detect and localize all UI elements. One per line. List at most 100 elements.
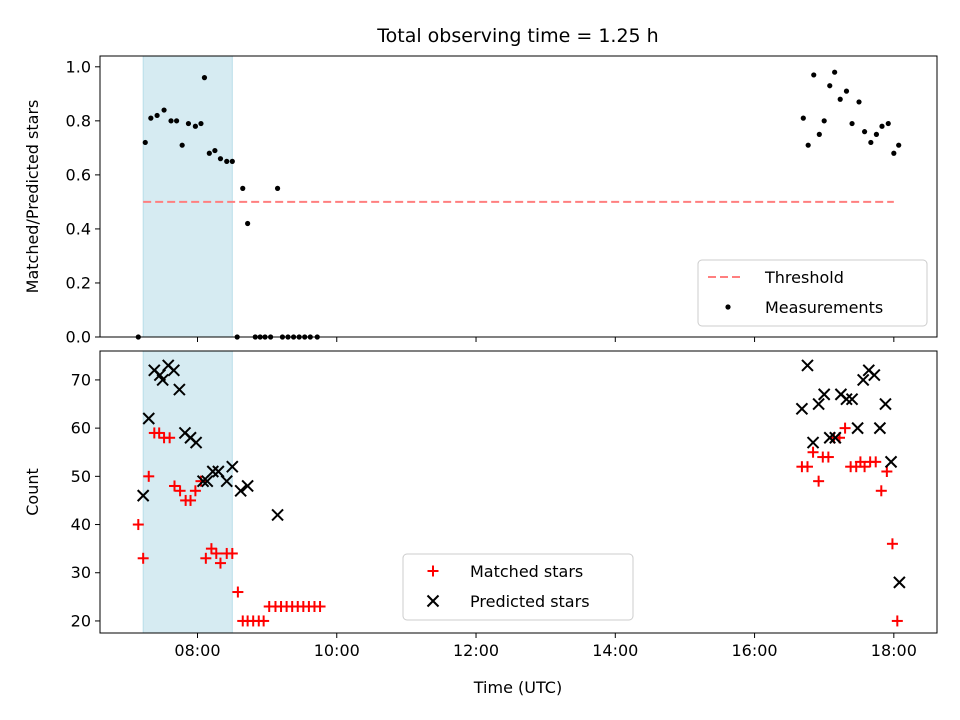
measurements-point	[811, 72, 817, 78]
predicted-stars-point	[801, 359, 814, 372]
x-tick-label: 10:00	[314, 641, 360, 660]
matched-stars-point	[807, 446, 819, 458]
y-tick-label: 30	[71, 563, 91, 582]
predicted-stars-point	[873, 421, 887, 435]
measurements-point	[885, 120, 891, 127]
y-tick-label: 60	[71, 419, 91, 438]
legend-label-predicted-stars: Predicted stars	[470, 592, 590, 611]
observing-window-span-bottom	[142, 350, 233, 634]
ratio-legend: Threshold Measurements	[697, 259, 928, 327]
legend-box	[697, 259, 928, 327]
matched-stars-point	[164, 432, 176, 444]
measurements-point	[856, 99, 862, 105]
measurements-point	[800, 115, 806, 121]
predicted-stars-point	[795, 402, 809, 416]
predicted-stars-point	[234, 484, 247, 498]
measurements-point	[179, 142, 185, 148]
count-legend: Matched stars Predicted stars	[402, 553, 634, 621]
ratio-series-group	[135, 69, 902, 340]
legend-label-threshold: Threshold	[764, 268, 844, 287]
predicted-stars-point	[840, 392, 853, 406]
matched-stars-point	[875, 485, 887, 497]
matched-stars-point	[232, 586, 244, 598]
y-tick-label: 20	[71, 611, 91, 630]
measurements-point	[201, 75, 208, 81]
y-tick-label: 0.6	[66, 165, 91, 184]
measurements-point	[821, 118, 827, 124]
matched-stars-point	[210, 547, 222, 559]
predicted-stars-point	[206, 465, 220, 478]
predicted-stars-point	[851, 421, 864, 435]
measurements-point	[206, 150, 212, 156]
ratio-axis-ticks: 0.0 0.2 0.4 0.6 0.8 1.0	[66, 57, 895, 347]
measurements-point	[217, 156, 224, 162]
x-tick-label: 18:00	[871, 641, 917, 660]
x-tick-label: 16:00	[732, 641, 778, 660]
matched-stars-point	[189, 485, 201, 497]
legend-swatch-predicted-stars	[426, 594, 440, 608]
predicted-stars-point	[241, 479, 254, 493]
count-axes-frame	[99, 350, 938, 634]
matched-stars-point	[143, 470, 155, 482]
matched-stars-point	[200, 552, 212, 564]
predicted-stars-point	[156, 373, 169, 387]
y-tick-label: 50	[71, 467, 91, 486]
measurements-point	[245, 220, 251, 227]
matched-stars-point	[839, 422, 851, 434]
matched-stars-point	[870, 456, 882, 468]
matched-stars-point	[801, 461, 813, 473]
ratio-panel: 0.0 0.2 0.4 0.6 0.8 1.0 Matched/Predicted sta…	[23, 55, 938, 347]
matched-stars-point	[205, 543, 217, 555]
matched-stars-point	[169, 480, 181, 492]
predicted-stars-point	[136, 489, 150, 502]
measurements-point	[873, 131, 880, 137]
legend-box	[402, 553, 634, 621]
measurements-point	[142, 139, 148, 146]
matched-stars-point	[891, 615, 903, 627]
matched-stars-point	[185, 494, 197, 506]
y-tick-label: 70	[71, 370, 91, 389]
matched-stars-point	[258, 615, 270, 627]
predicted-stars-point	[189, 436, 203, 449]
count-y-axis-label: Count	[23, 468, 42, 516]
predicted-stars-point	[271, 508, 284, 522]
y-tick-label: 0.4	[66, 219, 91, 238]
observing-window-span-top	[142, 55, 233, 338]
predicted-stars-point	[220, 474, 233, 488]
measurements-point	[185, 120, 192, 127]
measurements-point	[805, 142, 811, 148]
predicted-stars-point	[167, 364, 181, 377]
matched-stars-point	[174, 485, 186, 497]
predicted-stars-point	[196, 474, 210, 488]
y-tick-label: 1.0	[66, 57, 91, 76]
matched-stars-point	[813, 475, 825, 487]
measurements-point	[192, 123, 198, 129]
predicted-stars-point	[884, 455, 898, 469]
measurements-point	[173, 118, 180, 124]
predicted-stars-point	[226, 460, 239, 473]
measurements-point	[168, 118, 174, 124]
predicted-stars-point	[868, 368, 881, 382]
matched-stars-point	[132, 519, 144, 531]
predicted-stars-point	[823, 431, 836, 444]
predicted-stars-point	[173, 383, 186, 396]
measurements-point	[198, 120, 204, 127]
predicted-stars-point	[817, 388, 831, 401]
measurements-point	[212, 147, 218, 154]
predicted-stars-point	[856, 373, 870, 387]
measurements-point	[879, 123, 885, 129]
y-tick-label: 0.8	[66, 111, 91, 130]
predicted-stars-point	[142, 412, 155, 425]
measurements-point	[274, 185, 281, 191]
measurements-point	[868, 139, 874, 146]
matched-stars-point	[226, 547, 238, 559]
y-tick-label: 0.0	[66, 328, 91, 347]
count-axis-ticks: 20 30 40 50 60 70 08:00 10:00 12:00 14:00 16:00 18:…	[71, 370, 917, 660]
measurements-point	[861, 129, 868, 135]
matched-stars-point	[822, 451, 834, 463]
x-tick-label: 12:00	[453, 641, 499, 660]
chart-title: Total observing time = 1.25 h	[376, 25, 658, 47]
matched-stars-point	[137, 552, 149, 564]
legend-swatch-matched-stars	[427, 565, 439, 577]
